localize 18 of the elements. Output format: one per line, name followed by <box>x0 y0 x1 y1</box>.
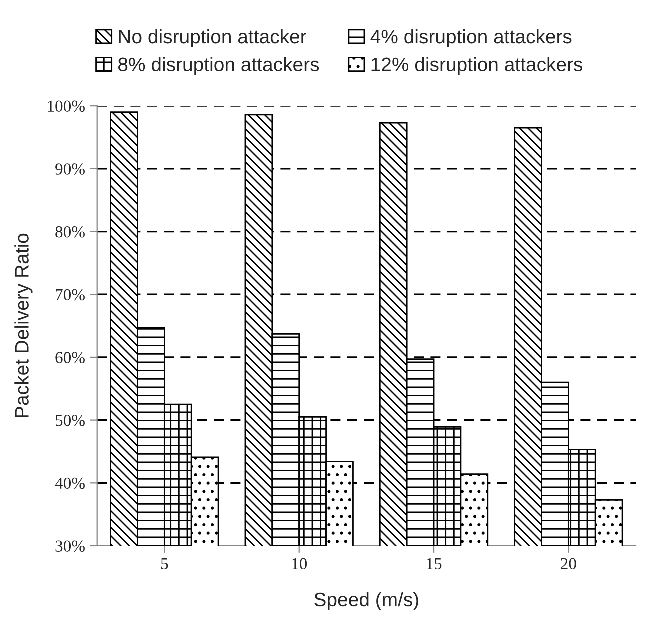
y-tick-label: 90% <box>56 164 85 175</box>
y-axis-title: Packet Delivery Ratio <box>14 234 33 418</box>
y-tick-label: 40% <box>55 478 85 490</box>
x-tick-label: 5 <box>161 558 168 570</box>
legend-label: 4% disruption attackers <box>370 29 572 48</box>
x-tick-label: 15 <box>427 558 442 570</box>
x-tick-label: 10 <box>292 558 308 570</box>
y-tick-label: 80% <box>56 226 85 238</box>
y-tick-label: 50% <box>56 415 85 426</box>
y-tick-label: 100% <box>48 100 85 112</box>
x-tick-label: 20 <box>561 558 576 570</box>
y-tick-label: 30% <box>56 540 85 552</box>
legend-label: 12% disruption attackers <box>372 57 583 76</box>
y-tick-label: 60% <box>56 352 85 364</box>
x-axis-title: Speed (m/s) <box>314 592 418 610</box>
legend-label: No disruption attacker <box>119 29 306 48</box>
legend-label: 8% disruption attackers <box>118 57 320 76</box>
y-tick-label: 70% <box>56 289 85 301</box>
